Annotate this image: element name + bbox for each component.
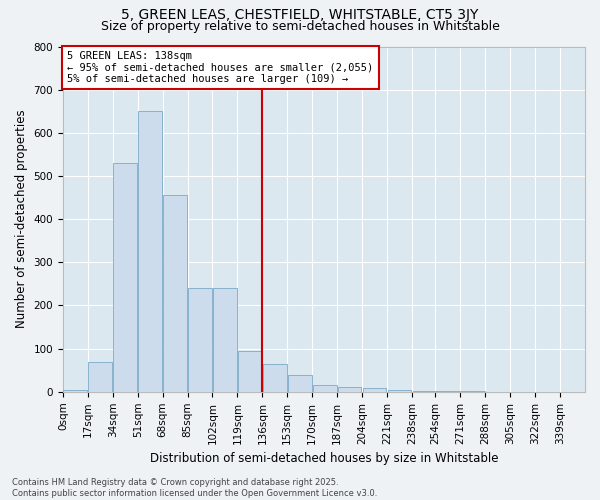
Text: 5, GREEN LEAS, CHESTFIELD, WHITSTABLE, CT5 3JY: 5, GREEN LEAS, CHESTFIELD, WHITSTABLE, C… — [121, 8, 479, 22]
Bar — [238, 351, 262, 392]
Bar — [288, 374, 311, 392]
Bar — [263, 364, 287, 392]
Bar — [64, 390, 87, 392]
Bar — [163, 196, 187, 392]
Bar — [113, 163, 137, 392]
Bar — [188, 288, 212, 392]
Bar — [362, 388, 386, 392]
Bar — [88, 362, 112, 392]
Text: Contains HM Land Registry data © Crown copyright and database right 2025.
Contai: Contains HM Land Registry data © Crown c… — [12, 478, 377, 498]
X-axis label: Distribution of semi-detached houses by size in Whitstable: Distribution of semi-detached houses by … — [150, 452, 498, 465]
Bar — [213, 288, 237, 392]
Bar — [138, 111, 162, 392]
Bar — [313, 386, 337, 392]
Bar — [413, 391, 436, 392]
Y-axis label: Number of semi-detached properties: Number of semi-detached properties — [15, 110, 28, 328]
Text: 5 GREEN LEAS: 138sqm
← 95% of semi-detached houses are smaller (2,055)
5% of sem: 5 GREEN LEAS: 138sqm ← 95% of semi-detac… — [67, 51, 374, 84]
Text: Size of property relative to semi-detached houses in Whitstable: Size of property relative to semi-detach… — [101, 20, 499, 33]
Bar — [388, 390, 412, 392]
Bar — [338, 386, 361, 392]
